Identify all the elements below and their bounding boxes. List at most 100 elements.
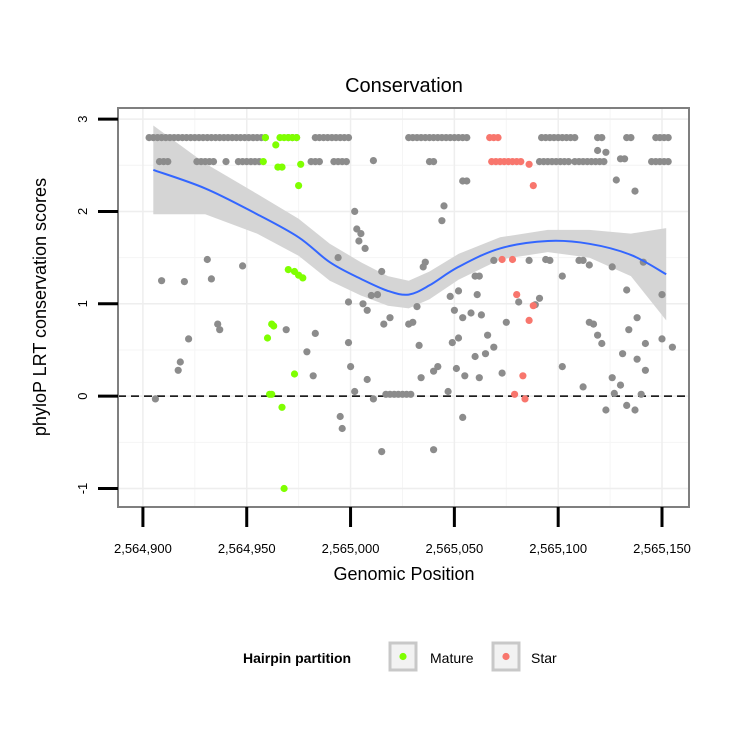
data-point-other <box>180 278 188 286</box>
data-point-other <box>585 261 593 269</box>
data-point-mature <box>299 274 307 282</box>
data-point-other <box>164 158 172 166</box>
data-point-other <box>419 263 427 271</box>
data-point-other <box>637 390 645 398</box>
data-point-other <box>467 309 475 317</box>
data-point-other <box>444 387 452 396</box>
data-point-other <box>367 291 375 300</box>
data-point-other <box>490 256 498 264</box>
legend-key-mature-dot <box>399 652 407 661</box>
data-point-other <box>463 134 471 142</box>
data-point-mature <box>290 370 299 378</box>
legend-label-mature: Mature <box>430 650 474 666</box>
data-point-other <box>608 263 616 271</box>
data-point-other <box>463 177 471 185</box>
data-point-other <box>430 158 438 166</box>
data-point-other <box>641 339 650 348</box>
data-point-other <box>610 389 618 397</box>
data-point-other <box>378 267 386 276</box>
data-point-other <box>589 320 598 328</box>
data-point-other <box>239 262 247 270</box>
data-point-other <box>369 157 377 165</box>
data-point-other <box>407 390 415 398</box>
data-point-other <box>216 326 224 334</box>
chart-title: Conservation <box>345 75 463 97</box>
confidence-band-layer <box>153 125 667 321</box>
data-point-other <box>471 352 479 361</box>
data-point-other <box>214 320 222 328</box>
data-point-star <box>494 134 502 142</box>
data-point-other <box>475 374 483 382</box>
x-tick-label: 2,565,100 <box>529 541 587 556</box>
data-point-other <box>452 364 460 373</box>
data-point-other <box>413 303 421 311</box>
legend-title: Hairpin partition <box>243 650 351 666</box>
data-point-mature <box>293 134 301 142</box>
data-point-star <box>525 316 533 324</box>
data-point-other <box>344 298 353 306</box>
data-point-other <box>357 230 365 238</box>
data-point-other <box>207 275 215 283</box>
data-point-other <box>558 272 566 280</box>
data-point-other <box>438 217 446 225</box>
data-point-other <box>598 134 606 142</box>
data-point-other <box>434 363 442 371</box>
data-point-other <box>525 256 533 264</box>
data-point-star <box>519 372 527 380</box>
data-point-other <box>203 255 211 264</box>
data-point-other <box>440 202 448 210</box>
x-tick-label: 2,564,950 <box>218 541 276 556</box>
y-tick-label: 3 <box>75 115 90 122</box>
data-point-star <box>510 390 519 398</box>
data-point-other <box>616 381 625 389</box>
data-point-other <box>409 318 417 326</box>
legend-label-star: Star <box>531 650 557 666</box>
data-point-other <box>454 334 463 342</box>
data-point-other <box>353 225 361 233</box>
y-axis: -1 0 1 2 3 <box>75 115 118 494</box>
data-point-other <box>668 343 677 351</box>
data-point-other <box>627 134 635 142</box>
data-point-other <box>363 306 371 314</box>
y-tick-label: 0 <box>75 393 90 400</box>
data-point-other <box>631 187 639 195</box>
smooth-confidence-band <box>153 125 667 321</box>
data-point-other <box>174 366 182 374</box>
data-point-mature <box>280 484 288 493</box>
data-point-other <box>565 158 573 166</box>
data-point-other <box>359 300 367 308</box>
data-point-other <box>355 237 363 245</box>
data-point-other <box>303 348 311 356</box>
data-point-other <box>608 374 616 382</box>
data-point-other <box>351 207 359 215</box>
data-point-other <box>484 331 492 339</box>
data-point-other <box>369 395 377 403</box>
data-point-other <box>594 146 602 155</box>
x-tick-label: 2,564,900 <box>114 541 172 556</box>
data-point-other <box>598 339 606 348</box>
data-point-other <box>334 254 342 262</box>
data-point-mature <box>297 160 305 168</box>
data-point-other <box>623 286 631 294</box>
data-point-other <box>631 406 639 414</box>
data-point-other <box>623 401 631 409</box>
data-point-other <box>579 383 587 391</box>
data-point-other <box>361 244 369 252</box>
data-point-other <box>602 406 610 414</box>
legend: Hairpin partition Mature Star <box>243 641 557 672</box>
data-point-other <box>351 387 359 396</box>
legend-key-mature-box <box>388 641 418 672</box>
data-point-other <box>535 294 544 302</box>
data-point-other <box>344 134 353 142</box>
data-point-other <box>342 158 350 166</box>
data-point-other <box>579 256 587 264</box>
data-point-star <box>525 160 533 168</box>
data-point-star <box>521 395 529 403</box>
data-point-other <box>309 372 317 380</box>
data-point-mature <box>272 141 280 149</box>
data-point-other <box>454 287 463 295</box>
data-point-mature <box>259 158 267 166</box>
data-point-other <box>386 314 394 322</box>
data-point-other <box>373 291 382 299</box>
data-point-other <box>498 369 506 377</box>
